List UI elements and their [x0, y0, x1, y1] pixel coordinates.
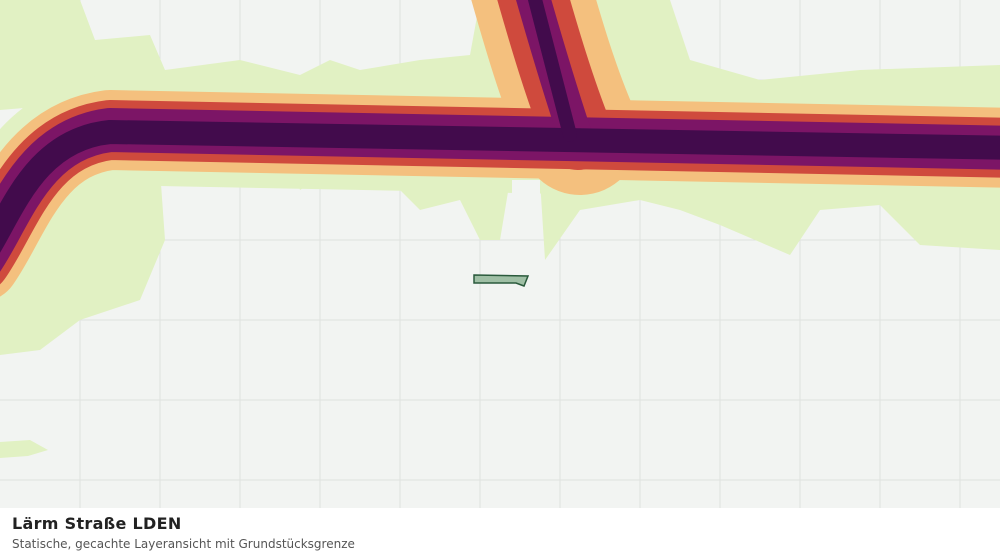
- noise-branch-65: [527, 0, 577, 142]
- parcel-boundary: [473, 274, 530, 287]
- noise-band-65: [0, 120, 1000, 253]
- caption: Lärm Straße LDEN Statische, gecachte Lay…: [0, 508, 1000, 560]
- map: [0, 0, 1000, 508]
- layer-title: Lärm Straße LDEN: [12, 514, 182, 533]
- layer-subtitle: Statische, gecachte Layeransicht mit Gru…: [12, 537, 355, 551]
- map-gap: [512, 180, 540, 202]
